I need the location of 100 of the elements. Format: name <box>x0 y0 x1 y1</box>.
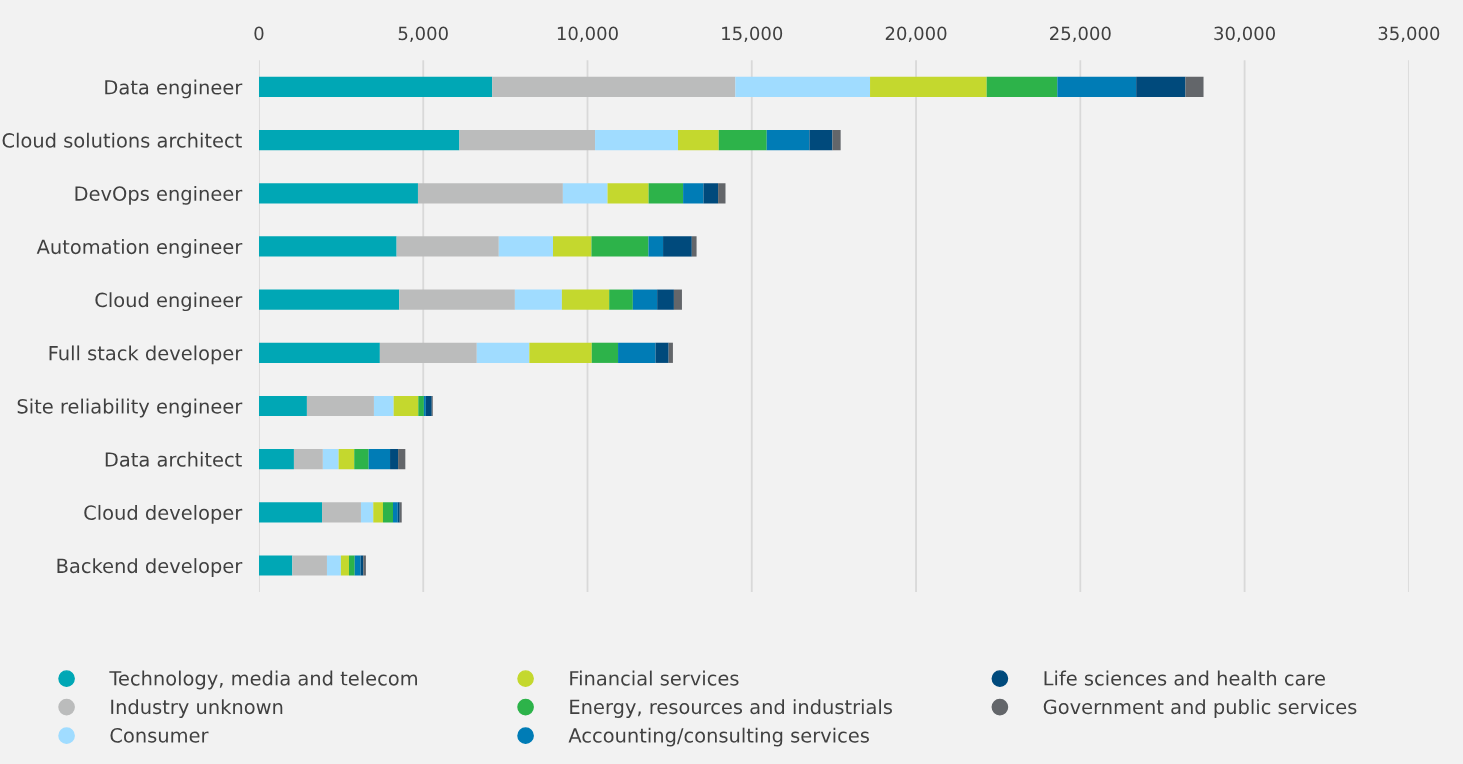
x-tick-label: 30,000 <box>1214 26 1275 43</box>
legend-label: Life sciences and health care <box>1044 670 1325 686</box>
y-tick-label: Cloud solutions architect <box>2 132 242 148</box>
bar <box>832 130 841 151</box>
bar <box>258 449 294 470</box>
bar <box>258 555 293 576</box>
bar <box>1136 76 1186 98</box>
bar <box>354 449 369 470</box>
legend-label: Energy, resources and industrials <box>570 699 892 718</box>
legend-label: Technology, media and telecom <box>109 670 417 690</box>
bar <box>398 449 406 470</box>
x-tick-label: 15,000 <box>722 26 783 43</box>
bar <box>373 502 383 523</box>
bar <box>562 183 608 204</box>
bar <box>322 449 339 470</box>
bar <box>390 449 399 470</box>
bar <box>258 76 493 98</box>
bar <box>529 342 592 363</box>
bar <box>553 236 592 257</box>
bar <box>382 502 393 523</box>
bar <box>609 289 633 310</box>
x-tick-label: 35,000 <box>1378 26 1440 43</box>
x-tick-label: 20,000 <box>885 26 947 43</box>
bar <box>663 236 692 257</box>
bar <box>418 395 424 417</box>
bar <box>870 76 987 98</box>
y-tick-label: Cloud engineer <box>95 292 243 312</box>
bar <box>354 555 361 576</box>
bar <box>986 76 1058 98</box>
legend-label: Government and public services <box>1043 699 1357 718</box>
bar <box>668 342 673 363</box>
bar <box>809 130 833 151</box>
bar <box>1185 76 1204 98</box>
y-tick-label: Cloud developer <box>84 504 243 524</box>
x-tick-label: 25,000 <box>1050 26 1111 43</box>
bar <box>561 289 610 310</box>
bar <box>591 342 619 363</box>
bar <box>766 130 810 151</box>
bar <box>338 449 355 470</box>
bar <box>417 183 563 204</box>
bar <box>514 289 562 310</box>
bar <box>1057 76 1137 98</box>
bar <box>340 555 349 576</box>
bar <box>293 449 323 470</box>
bar <box>595 130 679 151</box>
bar <box>393 395 419 417</box>
bar <box>607 183 649 204</box>
bar <box>657 289 674 310</box>
bar <box>258 502 323 523</box>
y-tick-label: Data engineer <box>105 79 243 99</box>
bar <box>703 183 719 204</box>
bar <box>258 395 307 417</box>
bar <box>691 236 697 257</box>
bar <box>459 130 596 151</box>
bar <box>322 502 361 523</box>
bar <box>368 449 391 470</box>
y-tick-label: Site reliability engineer <box>17 398 243 418</box>
bar <box>425 395 432 417</box>
bar <box>258 183 418 204</box>
x-tick-label: 5,000 <box>398 26 448 43</box>
bar <box>492 76 736 98</box>
x-tick-label: 0 <box>254 26 264 41</box>
bar <box>396 236 499 257</box>
bar <box>718 183 726 204</box>
bar <box>632 289 658 310</box>
bar <box>591 236 649 257</box>
bar <box>718 130 767 151</box>
y-tick-label: Backend developer <box>57 558 243 577</box>
legend-label: Financial services <box>570 670 739 686</box>
bar <box>399 289 515 310</box>
x-tick-label: 10,000 <box>557 26 618 43</box>
bar <box>258 236 397 257</box>
bar <box>258 342 380 363</box>
y-tick-label: Automation engineer <box>36 239 243 258</box>
bar <box>618 342 656 363</box>
bar <box>683 183 704 204</box>
bar <box>292 555 327 576</box>
y-tick-label: Full stack developer <box>49 345 243 365</box>
bar <box>258 289 400 310</box>
bar <box>648 183 684 204</box>
bar <box>735 76 871 98</box>
legend-label: Consumer <box>110 728 209 743</box>
y-tick-label: Data architect <box>105 451 242 467</box>
bar <box>360 502 374 523</box>
bar <box>655 342 669 363</box>
bar <box>476 342 530 363</box>
bar <box>648 236 664 257</box>
bar <box>678 130 719 151</box>
bar <box>379 342 477 363</box>
legend-label: Industry unknown <box>111 699 283 718</box>
bar <box>393 502 398 523</box>
legend-label: Accounting/consulting services <box>568 727 869 747</box>
bar <box>498 236 553 257</box>
bar <box>373 395 394 417</box>
y-tick-label: DevOps engineer <box>75 185 243 205</box>
bar <box>673 289 682 310</box>
bar <box>348 555 355 576</box>
bar <box>258 130 460 151</box>
bar <box>306 395 374 417</box>
bar <box>326 555 341 576</box>
